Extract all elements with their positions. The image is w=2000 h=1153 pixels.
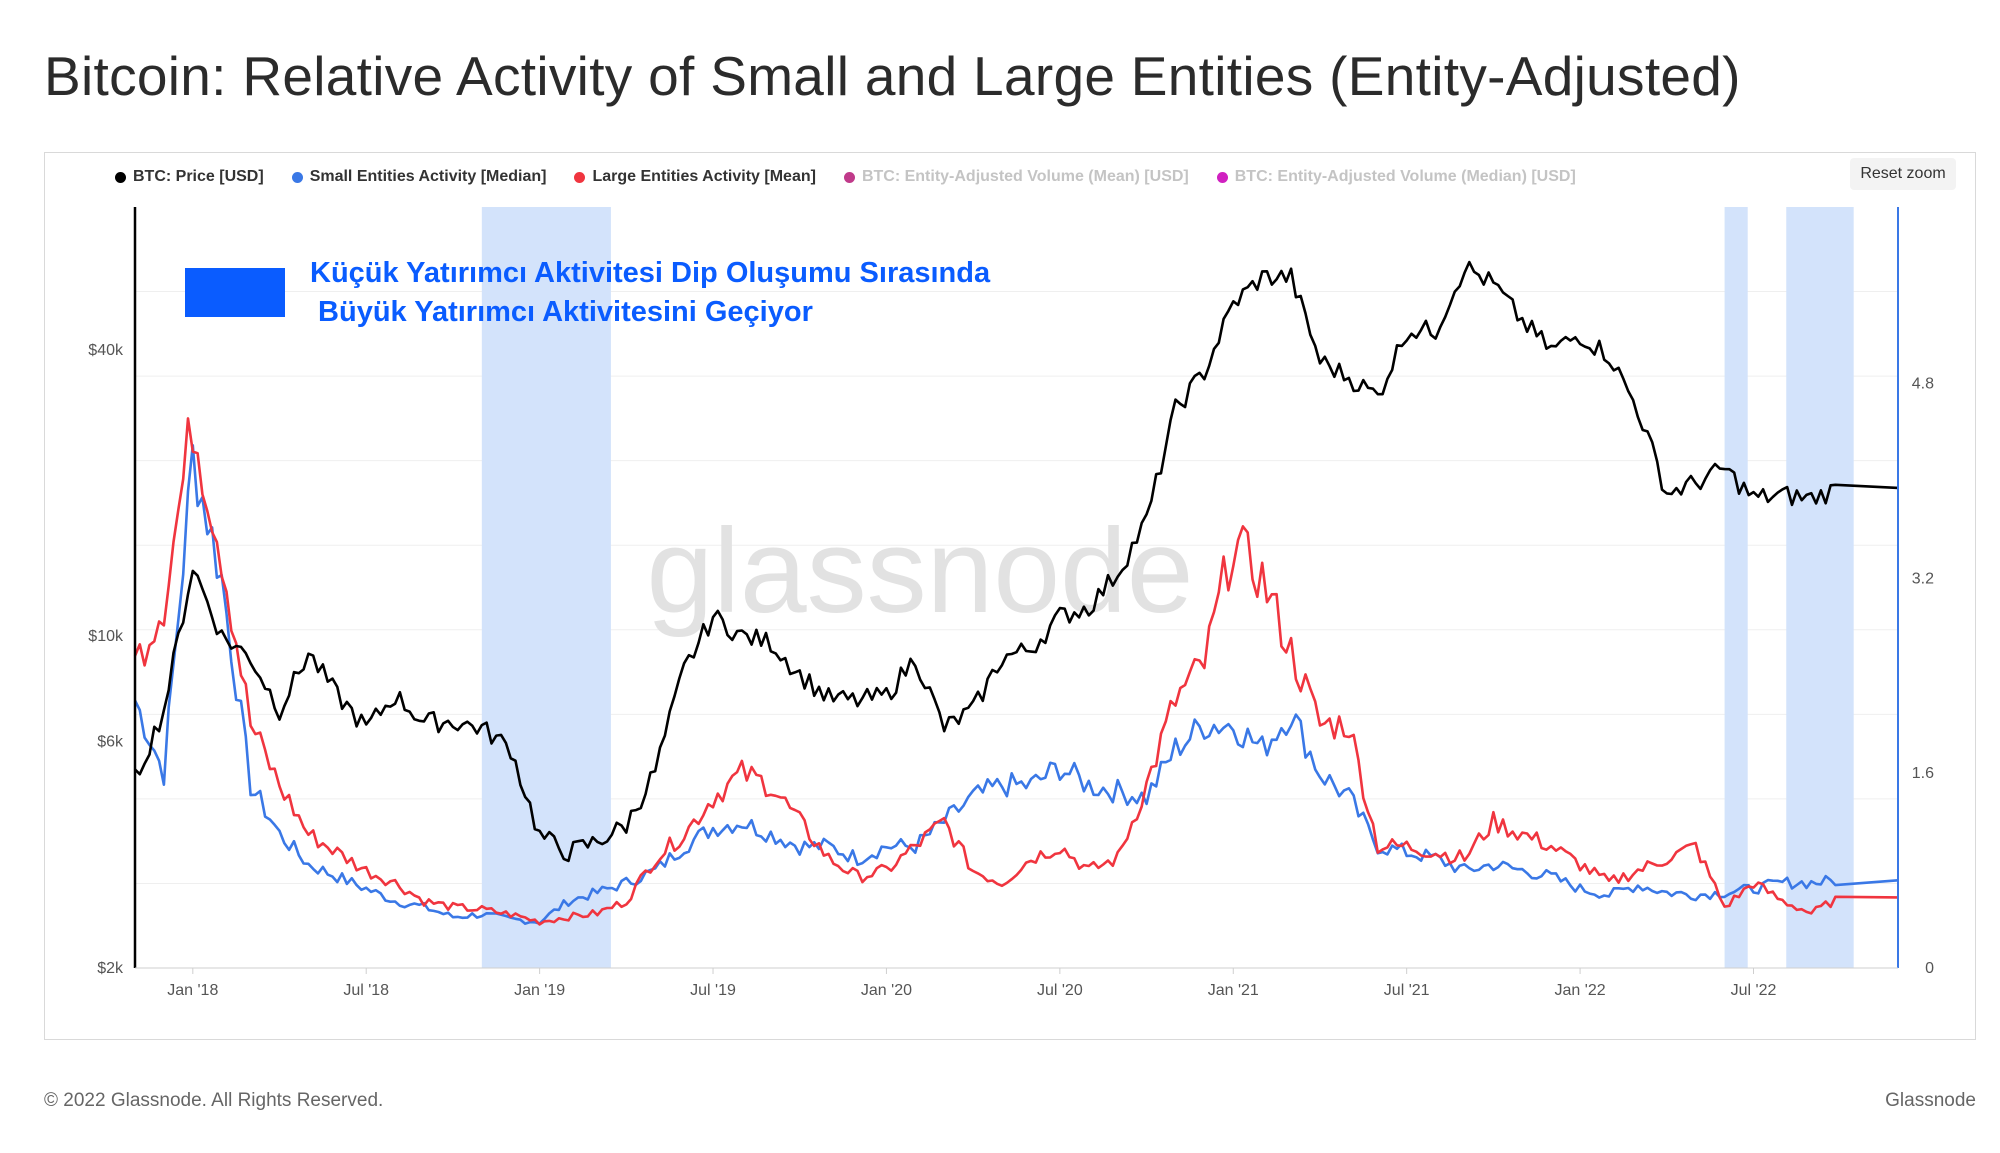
legend-item-small-entities[interactable]: Small Entities Activity [Median] <box>291 168 547 186</box>
legend-label: Large Entities Activity [Mean] <box>592 168 816 185</box>
legend-label: BTC: Entity-Adjusted Volume (Median) [US… <box>1234 168 1576 185</box>
legend-label: Small Entities Activity [Median] <box>309 168 547 185</box>
legend-item-volume-mean[interactable]: BTC: Entity-Adjusted Volume (Mean) [USD] <box>843 168 1189 186</box>
legend-label: BTC: Price [USD] <box>133 168 264 185</box>
chart-legend: BTC: Price [USD] Small Entities Activity… <box>115 168 1576 186</box>
legend-item-large-entities[interactable]: Large Entities Activity [Mean] <box>574 168 816 186</box>
legend-dot-icon <box>115 171 126 183</box>
footer-copyright: © 2022 Glassnode. All Rights Reserved. <box>44 1090 384 1111</box>
legend-label: BTC: Entity-Adjusted Volume (Mean) [USD] <box>861 168 1189 185</box>
legend-dot-icon <box>1216 171 1228 183</box>
legend-dot-icon <box>291 171 303 183</box>
legend-item-volume-median[interactable]: BTC: Entity-Adjusted Volume (Median) [US… <box>1216 168 1576 186</box>
legend-dot-icon <box>843 171 855 183</box>
legend-dot-icon <box>574 171 586 183</box>
footer-brand: Glassnode <box>1885 1090 1976 1111</box>
page-title: Bitcoin: Relative Activity of Small and … <box>44 45 1741 107</box>
reset-zoom-button[interactable]: Reset zoom <box>1850 158 1956 190</box>
chart-panel <box>44 152 1976 1040</box>
legend-item-price[interactable]: BTC: Price [USD] <box>115 168 264 186</box>
